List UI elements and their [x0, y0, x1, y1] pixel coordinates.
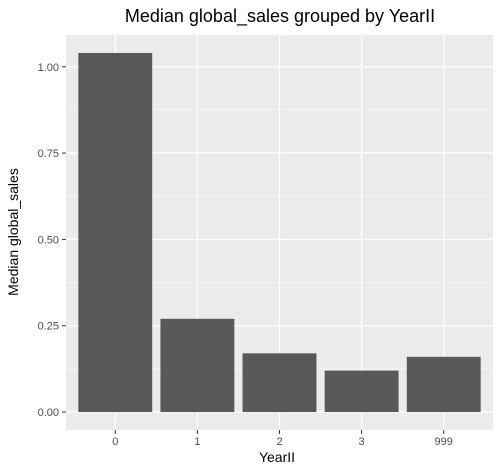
bar-2: [242, 353, 317, 413]
bar-999: [406, 356, 481, 413]
y-tick-label: 0.00: [38, 407, 59, 419]
y-tick-label: 0.25: [38, 321, 59, 333]
x-tick-label: 1: [194, 436, 200, 448]
x-tick-label: 2: [276, 436, 282, 448]
x-tick-label: 0: [112, 436, 118, 448]
bar-1: [160, 318, 235, 413]
y-axis-title: Median global_sales: [5, 168, 21, 296]
bar-0: [78, 52, 153, 413]
x-tick-label: 3: [359, 436, 365, 448]
bars-group: [78, 52, 481, 413]
y-tick-label: 0.75: [38, 148, 59, 160]
x-axis: 0 1 2 3 999: [112, 430, 453, 448]
y-tick-label: 1.00: [38, 62, 59, 74]
y-tick-label: 0.50: [38, 234, 59, 246]
x-axis-title: YearII: [259, 449, 295, 465]
y-axis: 0.00 0.25 0.50 0.75 1.00: [38, 62, 66, 419]
bar-3: [324, 370, 399, 413]
x-tick-label: 999: [435, 436, 453, 448]
chart-title: Median global_sales grouped by YearII: [125, 6, 435, 27]
